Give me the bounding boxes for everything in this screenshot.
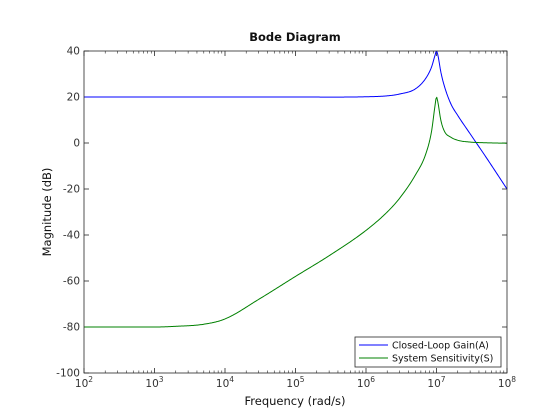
x-tick-label: 102 [75, 375, 93, 390]
x-tick-label: 104 [216, 375, 234, 390]
y-tick-label: 40 [67, 46, 80, 58]
x-tick-label: 108 [498, 375, 516, 390]
legend-label-closed-loop-gain: Closed-Loop Gain(A) [392, 341, 489, 352]
y-tick-label: -20 [63, 184, 80, 196]
axis-ticks: 102 103 104 105 106 107 108 40 20 0 -20 -40 -60 -80 -1… [56, 46, 516, 391]
plot-area [84, 51, 507, 373]
plot-frame [83, 50, 508, 374]
chart-title: Bode Diagram [249, 30, 341, 44]
x-tick-label: 106 [357, 375, 375, 390]
y-tick-label: -100 [56, 368, 80, 380]
y-tick-label: 20 [67, 92, 80, 104]
legend: Closed-Loop Gain(A) System Sensitivity(S… [354, 336, 502, 368]
legend-box [354, 336, 502, 368]
series-layer [84, 50, 508, 328]
y-tick-label: -40 [63, 230, 80, 242]
system-sensitivity-line [84, 96, 508, 328]
x-axis-label: Frequency (rad/s) [245, 394, 346, 408]
y-tick-label: -60 [63, 276, 80, 288]
y-tick-label: 0 [73, 138, 80, 150]
x-tick-label: 105 [286, 375, 304, 390]
x-tick-label: 107 [427, 375, 445, 390]
closed-loop-gain-line [84, 50, 508, 190]
y-axis-label: Magnitude (dB) [40, 168, 54, 257]
x-tick-label: 103 [145, 375, 163, 390]
y-tick-label: -80 [63, 322, 80, 334]
legend-label-system-sensitivity: System Sensitivity(S) [392, 354, 493, 365]
